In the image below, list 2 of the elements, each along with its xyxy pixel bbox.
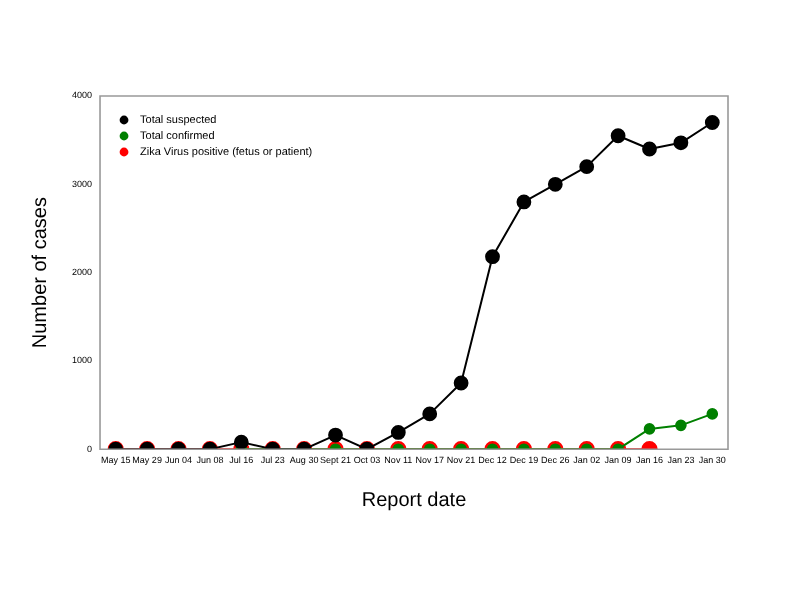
x-axis-title: Report date xyxy=(361,489,468,512)
y-axis-title: Number of cases xyxy=(29,197,52,349)
